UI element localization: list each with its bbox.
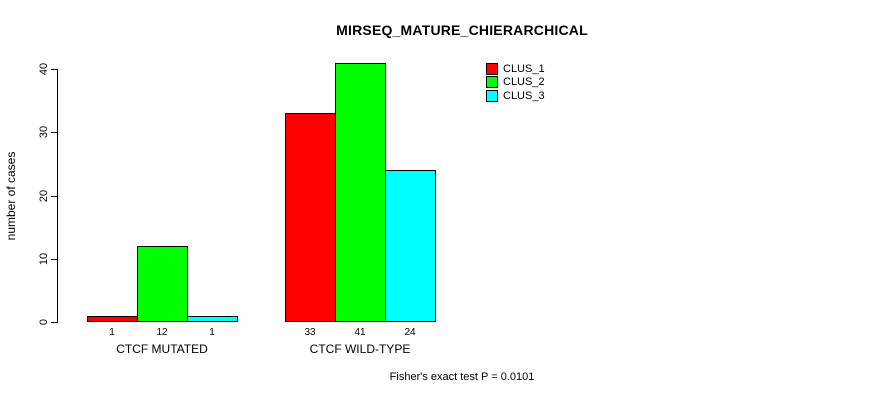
bar-value-label: 24 bbox=[404, 327, 416, 338]
bar-value-label: 1 bbox=[109, 327, 115, 338]
legend-swatch-clus_1 bbox=[486, 63, 498, 75]
y-tick-label: 30 bbox=[38, 125, 50, 139]
bar-value-label: 12 bbox=[156, 327, 168, 338]
y-tick-label: 10 bbox=[38, 252, 50, 266]
bar-clus_1-ctcf-mutated bbox=[87, 316, 138, 322]
bar-value-label: 1 bbox=[209, 327, 215, 338]
y-tick bbox=[51, 132, 57, 133]
y-axis-line bbox=[57, 69, 58, 323]
legend-label: CLUS_3 bbox=[503, 90, 545, 102]
legend-swatch-clus_3 bbox=[486, 90, 498, 102]
annotation-fisher-test: Fisher's exact test P = 0.0101 bbox=[389, 371, 535, 383]
bar-clus_3-ctcf-wild-type bbox=[385, 170, 436, 322]
bar-value-label: 33 bbox=[304, 327, 316, 338]
bar-clus_2-ctcf-wild-type bbox=[335, 63, 386, 322]
chart-title: MIRSEQ_MATURE_CHIERARCHICAL bbox=[336, 22, 588, 38]
bar-clus_3-ctcf-mutated bbox=[187, 316, 238, 322]
legend-label: CLUS_1 bbox=[503, 63, 545, 75]
category-label: CTCF MUTATED bbox=[116, 342, 208, 356]
category-label: CTCF WILD-TYPE bbox=[309, 342, 411, 356]
y-axis-label: number of cases bbox=[4, 151, 18, 241]
bar-value-label: 41 bbox=[354, 327, 366, 338]
y-tick bbox=[51, 69, 57, 70]
legend-swatch-clus_2 bbox=[486, 76, 498, 88]
bar-clus_1-ctcf-wild-type bbox=[285, 113, 336, 322]
y-tick-label: 40 bbox=[38, 62, 50, 76]
legend-label: CLUS_2 bbox=[503, 76, 545, 88]
y-tick bbox=[51, 196, 57, 197]
y-tick-label: 0 bbox=[38, 318, 50, 326]
y-tick-label: 20 bbox=[38, 189, 50, 203]
y-tick bbox=[51, 259, 57, 260]
bar-clus_2-ctcf-mutated bbox=[137, 246, 188, 322]
y-tick bbox=[51, 322, 57, 323]
